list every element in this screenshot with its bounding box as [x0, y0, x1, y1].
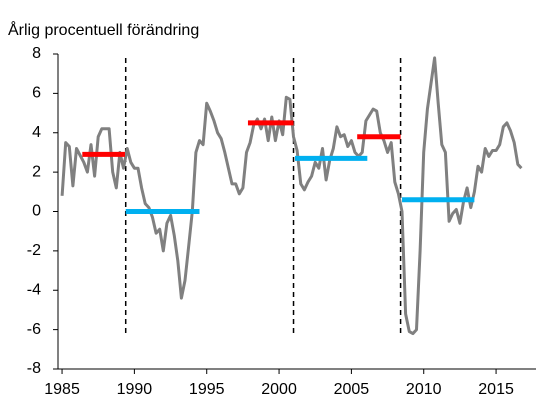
y-tick-label: -6	[27, 321, 41, 338]
y-tick-label: -4	[27, 281, 41, 298]
y-tick-label: -2	[27, 242, 41, 259]
x-tick-label: 1990	[117, 381, 153, 398]
y-tick-label: 0	[32, 203, 41, 220]
x-tick-label: 1985	[44, 381, 80, 398]
x-tick-label: 1995	[189, 381, 225, 398]
y-tick-label: 4	[32, 124, 41, 141]
data-line	[60, 56, 523, 336]
y-tick-label: 8	[32, 45, 41, 62]
x-tick-label: 2000	[261, 381, 297, 398]
x-tick-label: 2005	[334, 381, 370, 398]
x-tick-label: 2015	[478, 381, 514, 398]
chart-title: Årlig procentuell förändring	[8, 20, 199, 39]
y-tick-label: -8	[27, 360, 41, 377]
y-tick-label: 6	[32, 85, 41, 102]
x-tick-label: 2010	[406, 381, 442, 398]
y-tick-label: 2	[32, 163, 41, 180]
